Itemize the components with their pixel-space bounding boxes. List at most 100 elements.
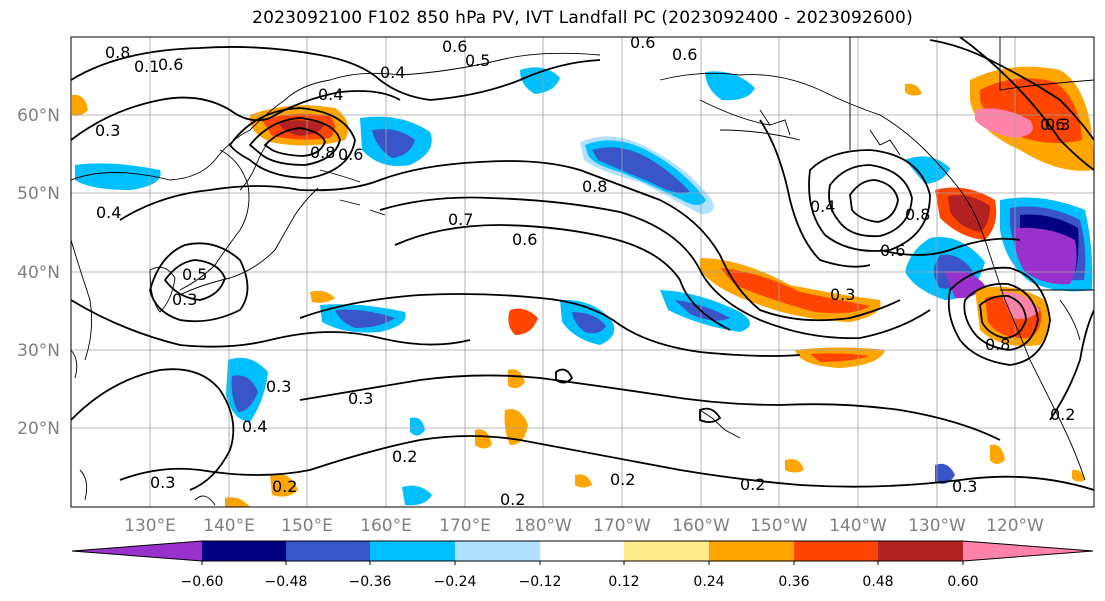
contour-label: 0.8 bbox=[582, 177, 607, 196]
shade-blob bbox=[310, 290, 335, 303]
shade-blob bbox=[935, 463, 955, 484]
lon-label: 150°E bbox=[281, 516, 333, 536]
contour-label: 0.7 bbox=[448, 210, 473, 229]
contour-label: 0.4 bbox=[318, 85, 343, 104]
longitude-labels: 130°E 140°E 150°E 160°E 170°E 180°W 170°… bbox=[124, 516, 1044, 536]
contour-label: 0.6 bbox=[158, 55, 183, 74]
contour-label: 0.5 bbox=[182, 265, 207, 284]
colorbar-tick-label: 0.60 bbox=[947, 574, 978, 590]
shade-blob bbox=[785, 459, 804, 473]
lon-label: 180°W bbox=[514, 516, 572, 536]
shade-blob bbox=[1072, 469, 1085, 482]
lon-label: 120°W bbox=[986, 516, 1044, 536]
contour-label: 0.2 bbox=[272, 477, 297, 496]
colorbar-tick-label: −0.60 bbox=[181, 574, 224, 590]
colorbar-segment bbox=[878, 541, 963, 561]
colorbar-segment bbox=[286, 541, 370, 561]
colorbar-segment bbox=[72, 541, 202, 561]
shade-blob bbox=[575, 474, 592, 488]
contour-label: 0.3 bbox=[1045, 115, 1070, 134]
lat-label: 60°N bbox=[17, 106, 60, 126]
contour-label: 0.6 bbox=[672, 45, 697, 64]
lat-label: 20°N bbox=[17, 419, 60, 439]
shade-blob bbox=[270, 474, 298, 497]
colorbar-tick-label: −0.24 bbox=[434, 574, 477, 590]
contour-label: 0.1 bbox=[134, 57, 159, 76]
colorbar-segment bbox=[370, 541, 455, 561]
shade-blob bbox=[402, 485, 432, 506]
gridlines bbox=[71, 37, 1094, 507]
contour-label: 0.3 bbox=[952, 477, 977, 496]
contour-label: 0.6 bbox=[880, 241, 905, 260]
colorbar-segment bbox=[624, 541, 709, 561]
contour-label: 0.2 bbox=[610, 470, 635, 489]
contour-label: 0.8 bbox=[105, 43, 130, 62]
pv-contours bbox=[71, 37, 1094, 491]
map-panel: 0.8 0.1 0.6 0.3 0.4 0.4 0.6 0.5 0.4 0.5 … bbox=[71, 37, 1094, 509]
shade-blob bbox=[990, 444, 1005, 464]
shade-blob bbox=[508, 308, 538, 335]
lon-label: 140°W bbox=[829, 516, 887, 536]
colorbar-labels: −0.60 −0.48 −0.36 −0.24 −0.12 0.12 0.24 … bbox=[181, 574, 979, 590]
shade-blob bbox=[225, 497, 250, 507]
shade-blob bbox=[372, 129, 415, 158]
map-title: 2023092100 F102 850 hPa PV, IVT Landfall… bbox=[252, 8, 913, 28]
contour-label: 0.2 bbox=[500, 490, 525, 509]
shade-blob bbox=[948, 195, 990, 232]
lon-label: 130°W bbox=[908, 516, 966, 536]
shade-blob bbox=[410, 417, 425, 436]
contour-label: 0.4 bbox=[810, 197, 835, 216]
shade-blob bbox=[720, 268, 870, 314]
contour-label: 0.6 bbox=[442, 37, 467, 56]
contour-label: 0.8 bbox=[905, 205, 930, 224]
contour-label: 0.4 bbox=[242, 417, 267, 436]
lon-label: 140°E bbox=[203, 516, 255, 536]
shade-blob bbox=[504, 409, 528, 445]
shade-blob bbox=[335, 309, 395, 328]
shade-blob bbox=[705, 71, 755, 101]
colorbar-segment bbox=[202, 541, 286, 561]
colorbar bbox=[71, 540, 1094, 565]
contour-label: 0.8 bbox=[985, 335, 1010, 354]
shade-blob bbox=[520, 67, 560, 94]
contour-label: 0.6 bbox=[338, 145, 363, 164]
contour-label: 0.2 bbox=[392, 447, 417, 466]
colorbar-tick-label: −0.48 bbox=[265, 574, 308, 590]
lon-label: 160°E bbox=[360, 516, 412, 536]
colorbar-tick-label: 0.12 bbox=[608, 574, 639, 590]
latitude-labels: 60°N 50°N 40°N 30°N 20°N bbox=[17, 106, 60, 439]
shade-blob bbox=[72, 94, 88, 116]
contour-label: 0.5 bbox=[465, 51, 490, 70]
colorbar-tick-label: 0.24 bbox=[693, 574, 724, 590]
lon-label: 160°W bbox=[672, 516, 730, 536]
contour-labels: 0.8 0.1 0.6 0.3 0.4 0.4 0.6 0.5 0.4 0.5 … bbox=[95, 37, 1075, 509]
contour-label: 0.6 bbox=[1040, 115, 1065, 134]
colorbar-segment bbox=[709, 541, 794, 561]
shade-blob bbox=[905, 83, 922, 96]
contour-label: 0.3 bbox=[830, 285, 855, 304]
shade-blob bbox=[675, 300, 730, 321]
colorbar-segment bbox=[540, 541, 624, 561]
colorbar-tick-label: −0.12 bbox=[519, 574, 562, 590]
shade-blob bbox=[231, 375, 258, 412]
shade-blob bbox=[75, 163, 161, 190]
map-border bbox=[70, 36, 1095, 508]
contour-label: 0.2 bbox=[1050, 405, 1075, 424]
contour-label: 0.3 bbox=[266, 377, 291, 396]
shade-blob bbox=[508, 369, 525, 389]
lat-label: 30°N bbox=[17, 341, 60, 361]
shade-blob bbox=[905, 156, 950, 184]
shade-blob bbox=[572, 312, 606, 334]
contour-label: 0.6 bbox=[512, 230, 537, 249]
colorbar-tick-label: 0.36 bbox=[778, 574, 809, 590]
lon-label: 170°E bbox=[439, 516, 491, 536]
shade-blob bbox=[810, 353, 870, 362]
contour-label: 0.3 bbox=[150, 473, 175, 492]
contour-label: 0.3 bbox=[95, 121, 120, 140]
colorbar-segment bbox=[963, 541, 1093, 561]
contour-label: 0.3 bbox=[172, 290, 197, 309]
lat-label: 40°N bbox=[17, 263, 60, 283]
lon-label: 150°W bbox=[750, 516, 808, 536]
lon-label: 170°W bbox=[593, 516, 651, 536]
